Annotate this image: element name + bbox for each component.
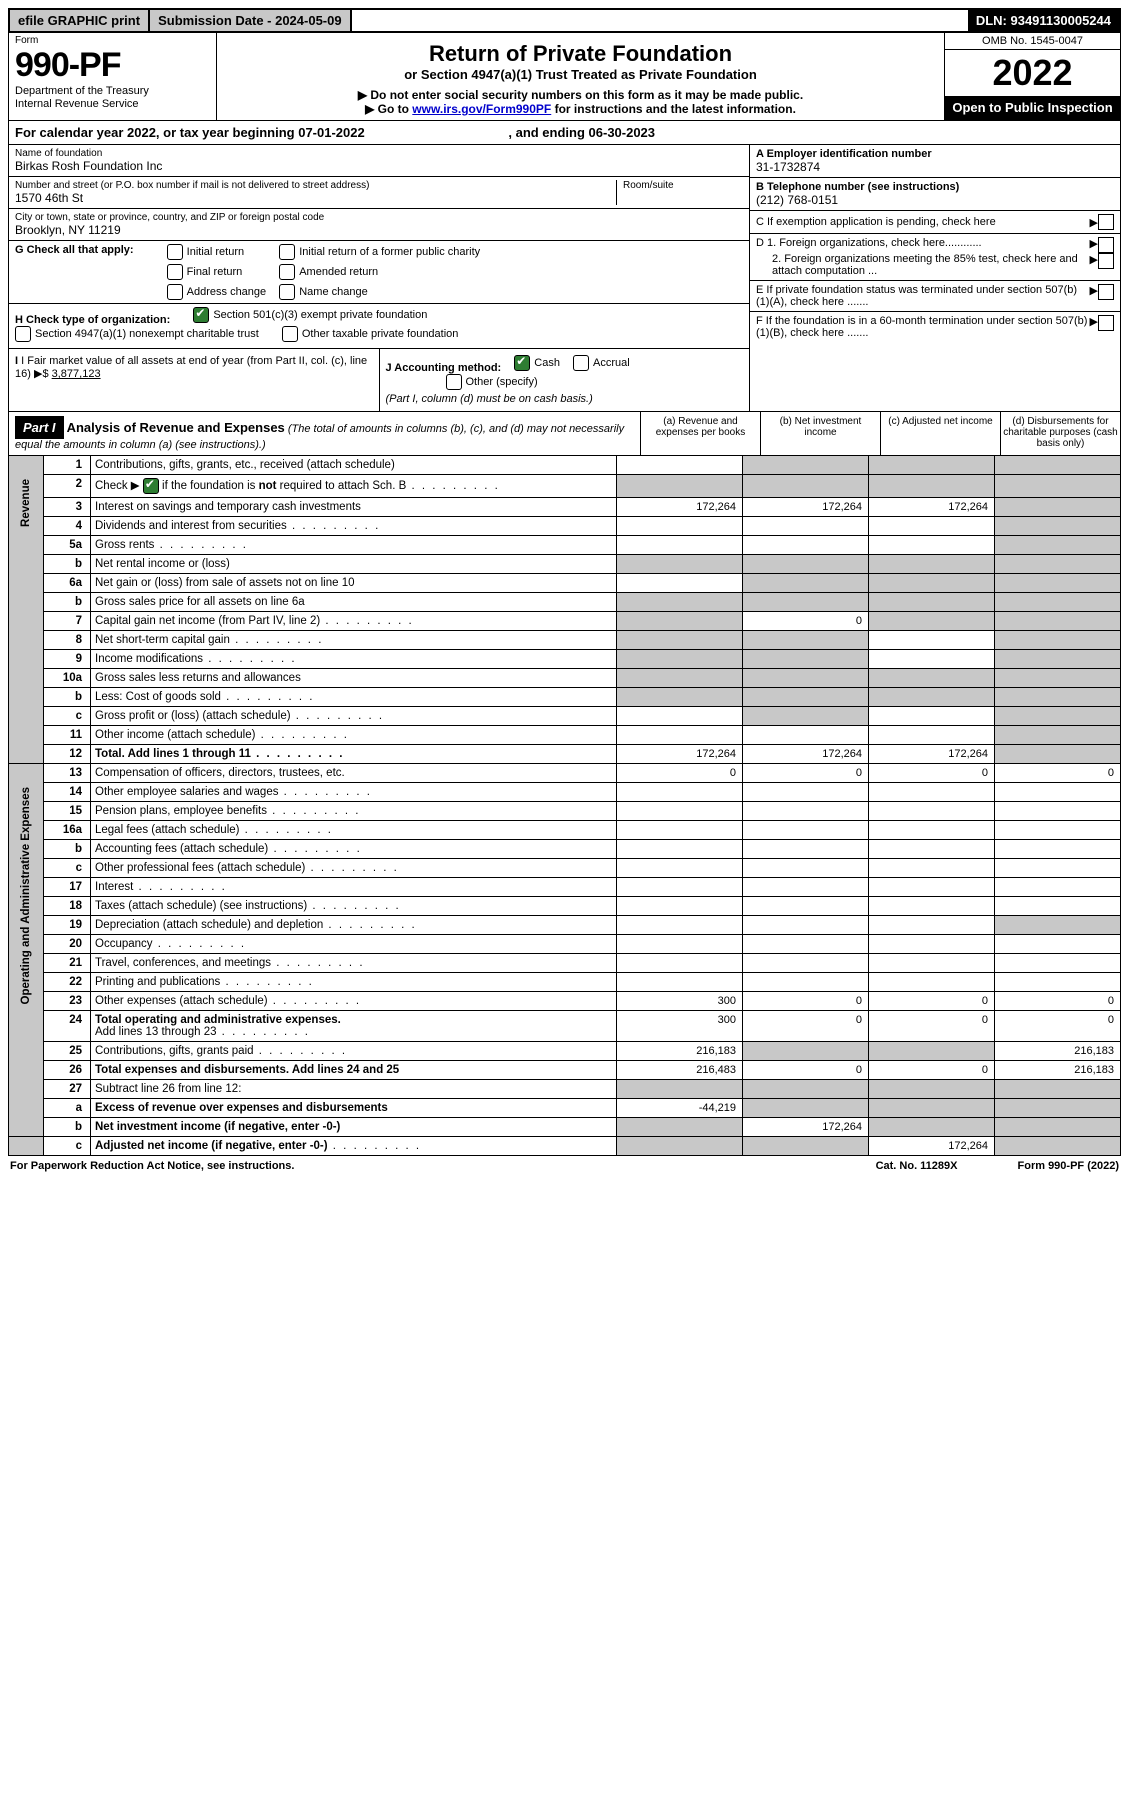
name-label: Name of foundation: [15, 148, 743, 159]
calendar-year-row: For calendar year 2022, or tax year begi…: [8, 121, 1121, 145]
checkbox-other-taxable[interactable]: [282, 326, 298, 342]
fmv-value: 3,877,123: [52, 368, 101, 380]
dln: DLN: 93491130005244: [968, 10, 1119, 31]
section-g: G Check all that apply: Initial return F…: [9, 241, 749, 304]
submission-date: Submission Date - 2024-05-09: [150, 10, 352, 31]
checkbox-c[interactable]: [1098, 214, 1114, 230]
open-public-badge: Open to Public Inspection: [945, 96, 1120, 120]
col-b-head: (b) Net investment income: [760, 412, 880, 455]
form-subtitle: or Section 4947(a)(1) Trust Treated as P…: [227, 67, 934, 82]
paperwork-notice: For Paperwork Reduction Act Notice, see …: [10, 1160, 294, 1172]
dept-treasury: Department of the Treasury: [15, 85, 210, 98]
top-bar: efile GRAPHIC print Submission Date - 20…: [8, 8, 1121, 33]
part1-header-row: Part I Analysis of Revenue and Expenses …: [8, 412, 1121, 456]
checkbox-f[interactable]: [1098, 315, 1114, 331]
checkbox-d1[interactable]: [1098, 237, 1114, 253]
cat-no: Cat. No. 11289X: [876, 1160, 958, 1172]
room-label: Room/suite: [623, 180, 743, 191]
expenses-side-label: Operating and Administrative Expenses: [20, 767, 32, 1025]
part1-title: Analysis of Revenue and Expenses: [67, 420, 285, 435]
checkbox-address-change[interactable]: [167, 284, 183, 300]
form-header: Form 990-PF Department of the Treasury I…: [8, 33, 1121, 121]
checkbox-name-change[interactable]: [279, 284, 295, 300]
checkbox-schb[interactable]: [143, 478, 159, 494]
section-i: I I Fair market value of all assets at e…: [9, 349, 379, 411]
section-d2: 2. Foreign organizations meeting the 85%…: [772, 253, 1090, 277]
omb-number: OMB No. 1545-0047: [945, 33, 1120, 50]
dept-irs: Internal Revenue Service: [15, 98, 210, 111]
revenue-side-label: Revenue: [20, 459, 32, 547]
checkbox-cash[interactable]: [514, 355, 530, 371]
part1-label: Part I: [15, 416, 64, 439]
tax-year: 2022: [945, 50, 1120, 96]
street-address: 1570 46th St: [15, 191, 616, 205]
checkbox-final-return[interactable]: [167, 264, 183, 280]
form-number: 990-PF: [15, 46, 210, 85]
checkbox-e[interactable]: [1098, 284, 1114, 300]
irs-link[interactable]: www.irs.gov/Form990PF: [412, 102, 551, 116]
entity-info: Name of foundation Birkas Rosh Foundatio…: [8, 145, 1121, 412]
col-c-head: (c) Adjusted net income: [880, 412, 1000, 455]
note-ssn: ▶ Do not enter social security numbers o…: [227, 88, 934, 102]
form-footer: Form 990-PF (2022): [1018, 1160, 1120, 1172]
city-state-zip: Brooklyn, NY 11219: [15, 223, 743, 237]
col-a-head: (a) Revenue and expenses per books: [640, 412, 760, 455]
page-footer: For Paperwork Reduction Act Notice, see …: [8, 1156, 1121, 1176]
form-label: Form: [15, 35, 210, 46]
section-h: H Check type of organization: Section 50…: [9, 304, 749, 349]
col-d-head: (d) Disbursements for charitable purpose…: [1000, 412, 1120, 455]
telephone: (212) 768-0151: [756, 193, 1114, 207]
efile-print-button[interactable]: efile GRAPHIC print: [10, 10, 150, 31]
checkbox-initial-former[interactable]: [279, 244, 295, 260]
section-f: F If the foundation is in a 60-month ter…: [756, 315, 1090, 339]
checkbox-other-method[interactable]: [446, 374, 462, 390]
checkbox-accrual[interactable]: [573, 355, 589, 371]
part1-table: Revenue 1Contributions, gifts, grants, e…: [8, 456, 1121, 1156]
checkbox-initial-return[interactable]: [167, 244, 183, 260]
checkbox-d2[interactable]: [1098, 253, 1114, 269]
tel-label: B Telephone number (see instructions): [756, 181, 1114, 193]
form-title: Return of Private Foundation: [227, 41, 934, 67]
ein: 31-1732874: [756, 160, 1114, 174]
ein-label: A Employer identification number: [756, 148, 1114, 160]
city-label: City or town, state or province, country…: [15, 212, 743, 223]
note-link: ▶ Go to www.irs.gov/Form990PF for instru…: [227, 102, 934, 116]
section-d1: D 1. Foreign organizations, check here..…: [756, 237, 1090, 253]
section-j: J Accounting method: Cash Accrual Other …: [379, 349, 750, 411]
checkbox-4947a1[interactable]: [15, 326, 31, 342]
foundation-name: Birkas Rosh Foundation Inc: [15, 159, 743, 173]
addr-label: Number and street (or P.O. box number if…: [15, 180, 616, 191]
section-c: C If exemption application is pending, c…: [756, 216, 1090, 228]
checkbox-501c3[interactable]: [193, 307, 209, 323]
checkbox-amended[interactable]: [279, 264, 295, 280]
section-e: E If private foundation status was termi…: [756, 284, 1090, 308]
